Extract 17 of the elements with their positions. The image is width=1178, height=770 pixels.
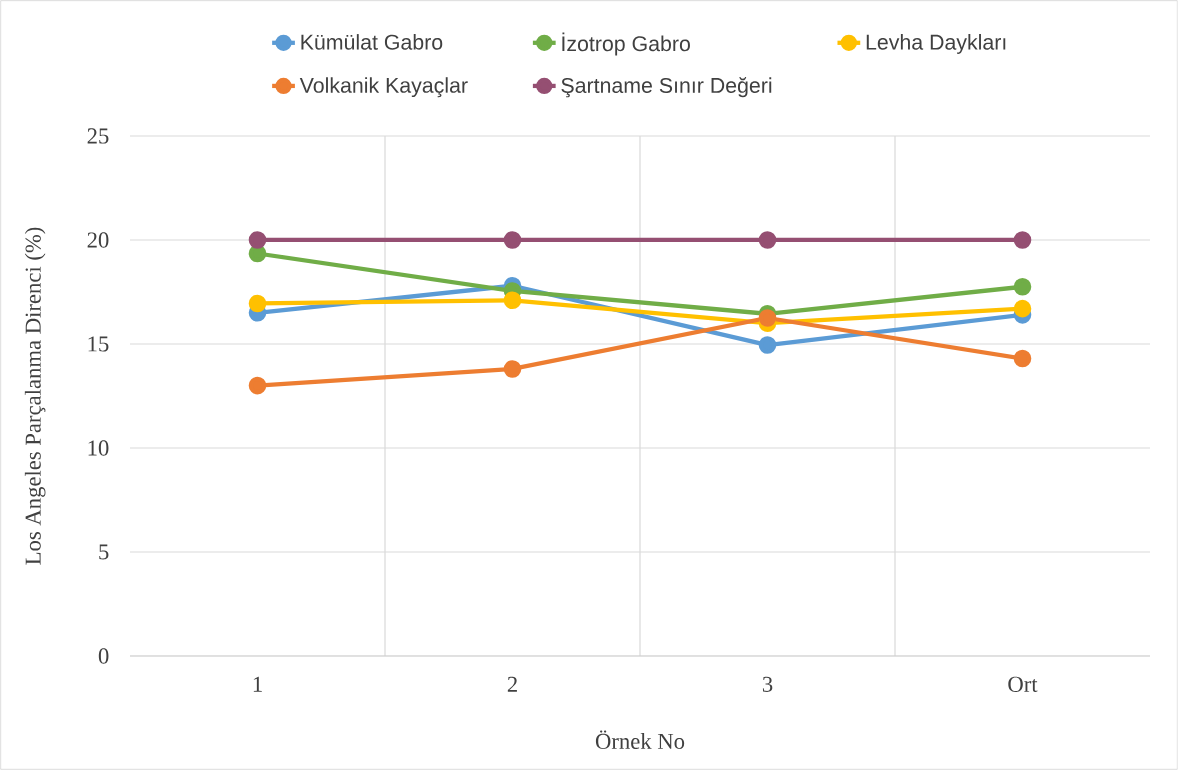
x-tick-label: Ort [1008,676,1038,692]
y-tick-label: 5 [99,544,109,560]
y-tick-label: 25 [87,128,109,144]
y-tick-label: 0 [98,648,109,664]
x-tick-label: 2 [507,676,517,692]
x-axis-title: Örnek No [595,730,685,750]
legend-label: Şartname Sınır Değeri [561,77,772,98]
y-axis-title: Los Angeles Parçalanma Direnci (%) [24,227,46,565]
legend-label: Kümülat Gabro [301,34,443,50]
legend-label: Volkanik Kayaçlar [299,77,468,98]
y-tick-label: 10 [88,440,109,456]
y-tick-label: 20 [87,232,109,248]
y-tick-label: 15 [88,336,109,352]
legend-label: Levha Daykları [866,34,1006,54]
legend-label: İzotrop Gabro [562,32,690,56]
x-tick-label: 3 [762,676,773,692]
x-tick-label: 1 [253,676,262,692]
